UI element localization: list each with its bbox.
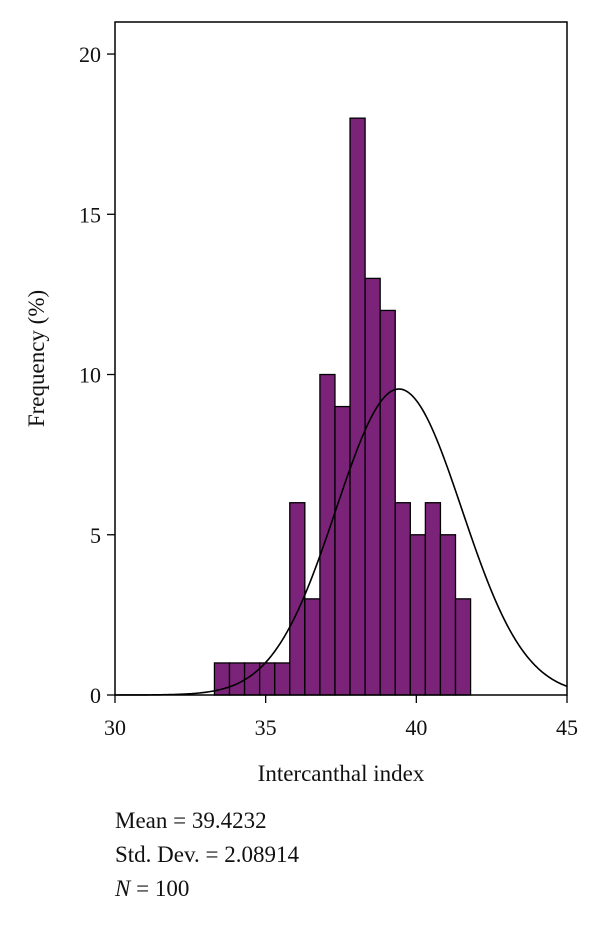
- x-axis-label: Intercanthal index: [258, 761, 425, 786]
- y-tick-label: 0: [90, 683, 101, 708]
- stat-std-dev: Std. Dev. = 2.08914: [115, 842, 299, 867]
- y-tick-label: 20: [79, 42, 101, 67]
- plot-frame: [114, 21, 568, 696]
- normal-curve: [115, 388, 568, 696]
- histogram-bar-1: [228, 662, 246, 696]
- histogram-bars: [213, 117, 472, 696]
- stat-mean: Mean = 39.4232: [115, 808, 267, 833]
- histogram-bar-13: [409, 534, 427, 696]
- histogram-bar-14: [424, 502, 442, 696]
- histogram-bar-11: [379, 309, 396, 696]
- histogram-bar-4: [274, 662, 291, 696]
- y-tick-label: 15: [79, 202, 101, 227]
- y-tick-label: 10: [79, 363, 101, 388]
- x-tick-label: 40: [405, 715, 427, 740]
- x-tick-label: 45: [556, 715, 578, 740]
- stat-n: N = 100: [115, 872, 299, 906]
- x-tick-label: 30: [104, 715, 126, 740]
- stat-n-symbol: N: [115, 876, 131, 901]
- statistics-summary: Mean = 39.4232 Std. Dev. = 2.08914 N = 1…: [115, 804, 299, 906]
- histogram-bar-15: [439, 534, 457, 696]
- y-tick-label: 5: [90, 523, 101, 548]
- histogram-bar-9: [349, 117, 366, 696]
- histogram-bar-12: [394, 502, 411, 696]
- y-axis-label: Frequency (%): [24, 290, 49, 427]
- histogram-bar-6: [304, 598, 321, 696]
- histogram-bar-3: [258, 662, 276, 696]
- histogram-bar-16: [454, 598, 472, 696]
- histogram-bar-10: [364, 277, 381, 696]
- histogram-bar-8: [334, 405, 351, 696]
- stat-n-value: = 100: [130, 876, 190, 901]
- y-axis-ticks: 0 5 10 15 20: [79, 42, 115, 708]
- x-axis-ticks: 30 35 40 45: [104, 695, 578, 740]
- histogram-chart: 0 5 10 15 20 30 35 40 45 Intercanthal index Fre…: [24, 21, 578, 786]
- x-tick-label: 35: [255, 715, 277, 740]
